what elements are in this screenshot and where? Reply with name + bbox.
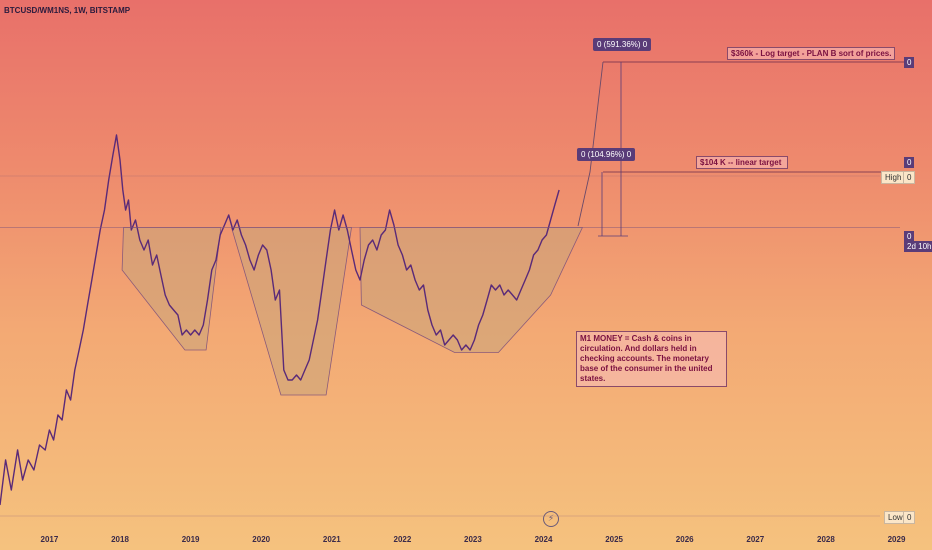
x-tick-label: 2027: [746, 535, 765, 544]
x-tick-label: 2022: [393, 535, 412, 544]
m1-money-note[interactable]: M1 MONEY = Cash & coins in circulation. …: [576, 331, 727, 387]
symbol-header: BTCUSD/WM1NS, 1W, BITSTAMP: [4, 6, 131, 15]
x-tick-label: 2025: [605, 535, 623, 544]
pattern-shape-2: [230, 227, 352, 396]
x-tick-label: 2023: [463, 535, 482, 544]
log-target-note[interactable]: $360k - Log target - PLAN B sort of pric…: [727, 47, 896, 60]
x-tick-label: 2018: [111, 535, 129, 544]
pattern-shape-1: [121, 227, 222, 351]
pattern-shape-3: [359, 227, 584, 353]
high-label: High: [881, 171, 906, 184]
x-tick-label: 2028: [816, 535, 835, 544]
log-target-price-tag: 0: [904, 57, 915, 68]
current-price-tag: 0: [904, 231, 915, 242]
price-series-line: [0, 134, 560, 506]
x-tick-label: 2026: [675, 535, 694, 544]
linear-measure-label[interactable]: 0 (104.96%) 0: [577, 148, 636, 161]
high-value: 0: [903, 171, 916, 184]
projection-path: [577, 61, 604, 227]
lightning-icon[interactable]: ⚡: [543, 511, 559, 527]
x-tick-label: 2020: [252, 535, 271, 544]
bar-countdown: 2d 10h: [904, 241, 932, 252]
price-line-layer: [0, 134, 560, 506]
x-tick-label: 2019: [181, 535, 200, 544]
pattern-layer: [121, 227, 584, 396]
low-value: 0: [903, 511, 916, 524]
x-tick-label: 2024: [534, 535, 553, 544]
linear-target-price-tag: 0: [904, 157, 915, 168]
low-label: Low: [884, 511, 907, 524]
x-tick-label: 2021: [322, 535, 341, 544]
x-tick-label: 2029: [887, 535, 906, 544]
linear-target-note[interactable]: $104 K -- linear target: [696, 156, 788, 169]
guide-layer: [0, 61, 905, 517]
x-tick-label: 2017: [40, 535, 59, 544]
log-measure-label[interactable]: 0 (591.36%) 0: [593, 38, 652, 51]
